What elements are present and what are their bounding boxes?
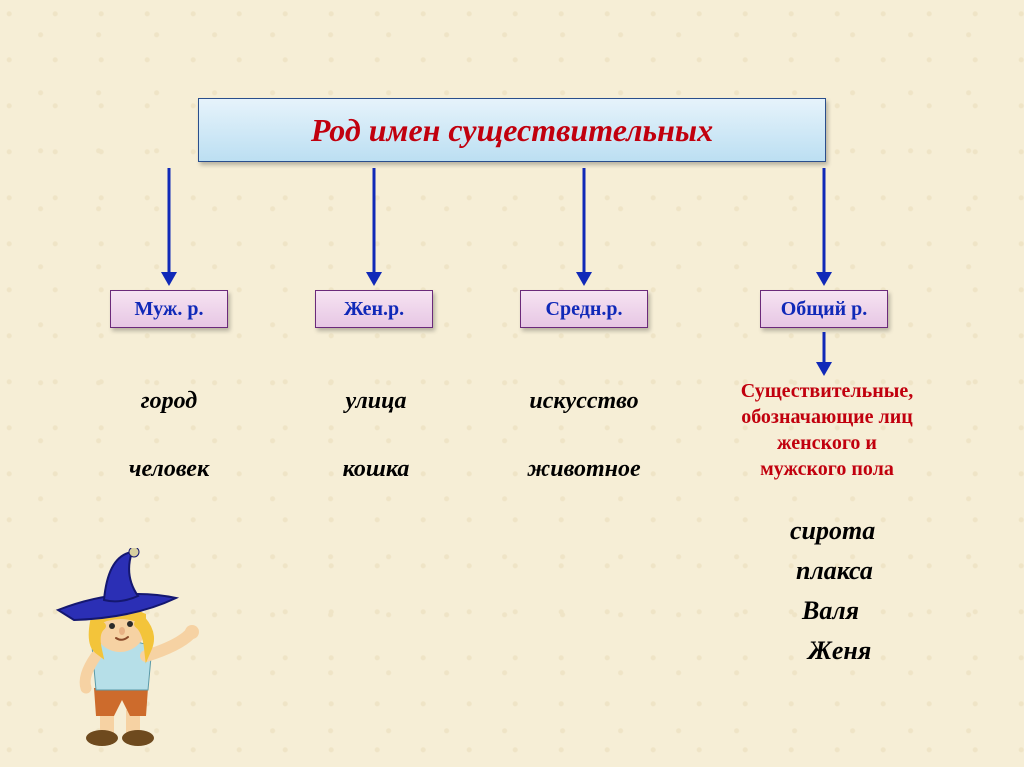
common-gender-note: Существительные,обозначающие лицженского… — [700, 378, 954, 482]
examples-col-0: город человек — [104, 378, 234, 492]
example-word: животное — [500, 446, 668, 492]
arrow — [574, 168, 594, 284]
arrow — [814, 168, 834, 284]
examples-col-2: искусство животное — [500, 378, 668, 492]
note-line: обозначающие лиц — [700, 404, 954, 430]
example-word: улица — [316, 378, 436, 424]
gender-box-c: Общий р. — [760, 290, 888, 328]
gender-label: Жен.р. — [344, 298, 404, 321]
title-box: Род имен существительных — [198, 98, 826, 162]
gender-box-f: Жен.р. — [315, 290, 433, 328]
note-line: Существительные, — [700, 378, 954, 404]
note-line: женского и — [700, 430, 954, 456]
common-example-word: Валя — [790, 596, 875, 636]
gender-label: Общий р. — [781, 298, 868, 321]
common-example-word: плакса — [790, 556, 875, 596]
title-text: Род имен существительных — [311, 112, 713, 149]
gender-label: Муж. р. — [135, 298, 204, 321]
arrow — [364, 168, 384, 284]
example-word: искусство — [500, 378, 668, 424]
gender-box-n: Средн.р. — [520, 290, 648, 328]
example-word: город — [104, 378, 234, 424]
example-word: человек — [104, 446, 234, 492]
mascot-illustration — [38, 548, 208, 748]
common-example-word: Женя — [790, 636, 875, 676]
common-example-word: сирота — [790, 516, 875, 556]
arrow — [814, 332, 834, 374]
gender-label: Средн.р. — [546, 298, 623, 321]
examples-col-1: улица кошка — [316, 378, 436, 492]
gender-box-m: Муж. р. — [110, 290, 228, 328]
note-line: мужского пола — [700, 456, 954, 482]
common-gender-examples: сиротаплаксаВаляЖеня — [790, 516, 875, 676]
example-word: кошка — [316, 446, 436, 492]
arrow — [159, 168, 179, 284]
